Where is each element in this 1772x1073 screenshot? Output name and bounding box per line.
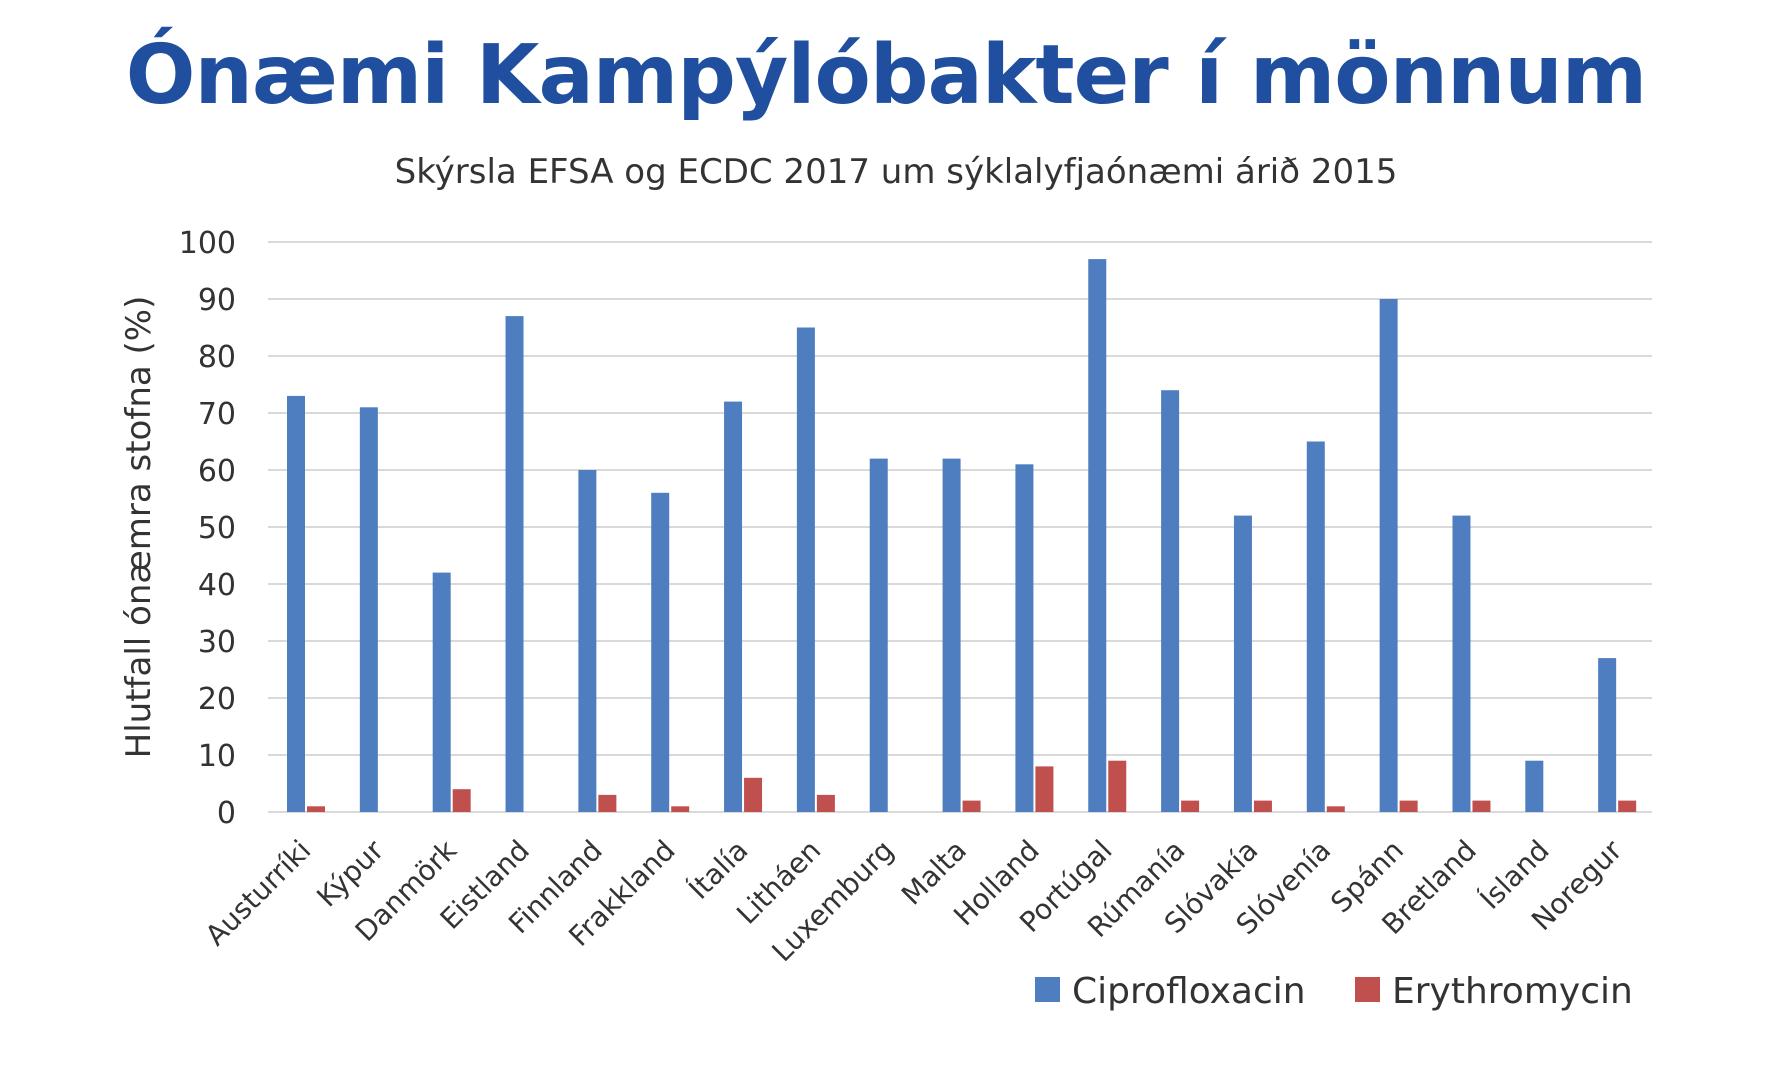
bar-ciprofloxacin-10 xyxy=(1015,464,1034,812)
bar-ciprofloxacin-0 xyxy=(287,395,305,812)
bar-erythromycin-13 xyxy=(1253,800,1272,812)
y-tick-label: 50 xyxy=(198,511,236,546)
bar-erythromycin-4 xyxy=(598,794,617,812)
bar-erythromycin-12 xyxy=(1181,800,1200,812)
chart-title: Ónæmi Kampýlóbakter í mönnum xyxy=(125,28,1647,123)
bar-erythromycin-7 xyxy=(816,794,835,812)
bar-ciprofloxacin-5 xyxy=(651,492,670,812)
bar-ciprofloxacin-2 xyxy=(432,572,451,812)
bar-ciprofloxacin-16 xyxy=(1452,515,1471,812)
legend-swatch-ciprofloxacin xyxy=(1035,977,1060,1002)
bar-ciprofloxacin-14 xyxy=(1306,441,1325,812)
y-tick-label: 80 xyxy=(198,340,236,375)
bar-ciprofloxacin-3 xyxy=(505,316,524,812)
bar-erythromycin-18 xyxy=(1618,800,1637,812)
y-tick-label: 70 xyxy=(198,397,236,432)
bar-erythromycin-2 xyxy=(452,789,471,812)
y-tick-label: 60 xyxy=(198,454,236,489)
bar-erythromycin-9 xyxy=(962,800,981,812)
bar-ciprofloxacin-8 xyxy=(869,458,888,812)
y-tick-label: 40 xyxy=(198,568,236,603)
bar-erythromycin-16 xyxy=(1472,800,1491,812)
y-tick-label: 90 xyxy=(198,283,236,318)
bar-ciprofloxacin-4 xyxy=(578,470,597,812)
bar-erythromycin-6 xyxy=(744,777,763,812)
bar-ciprofloxacin-9 xyxy=(942,458,961,812)
chart-subtitle: Skýrsla EFSA og ECDC 2017 um sýklalyfjaó… xyxy=(394,152,1398,192)
bar-ciprofloxacin-12 xyxy=(1161,390,1180,812)
bar-ciprofloxacin-6 xyxy=(724,401,743,812)
bar-ciprofloxacin-15 xyxy=(1379,299,1398,812)
y-tick-label: 10 xyxy=(198,739,236,774)
legend-swatch-erythromycin xyxy=(1355,977,1380,1002)
y-axis-label: Hlutfall ónæmra stofna (%) xyxy=(119,296,159,759)
bar-erythromycin-15 xyxy=(1399,800,1418,812)
bar-ciprofloxacin-7 xyxy=(796,327,815,812)
bar-erythromycin-0 xyxy=(307,806,325,812)
bar-erythromycin-14 xyxy=(1326,806,1345,812)
bar-ciprofloxacin-13 xyxy=(1233,515,1252,812)
bar-ciprofloxacin-18 xyxy=(1598,658,1617,812)
bar-ciprofloxacin-1 xyxy=(359,407,378,812)
bar-erythromycin-5 xyxy=(671,806,690,812)
bar-ciprofloxacin-11 xyxy=(1088,259,1107,813)
y-tick-label: 100 xyxy=(179,226,236,261)
bar-ciprofloxacin-17 xyxy=(1525,760,1544,812)
bar-erythromycin-10 xyxy=(1035,766,1054,812)
x-tick-label: Austurríki xyxy=(199,834,317,952)
legend-label-ciprofloxacin: Ciprofloxacin xyxy=(1072,971,1306,1012)
y-tick-label: 30 xyxy=(198,625,236,660)
y-tick-label: 0 xyxy=(217,796,236,831)
legend-label-erythromycin: Erythromycin xyxy=(1392,971,1633,1012)
y-tick-label: 20 xyxy=(198,682,236,717)
bar-erythromycin-11 xyxy=(1108,760,1127,812)
